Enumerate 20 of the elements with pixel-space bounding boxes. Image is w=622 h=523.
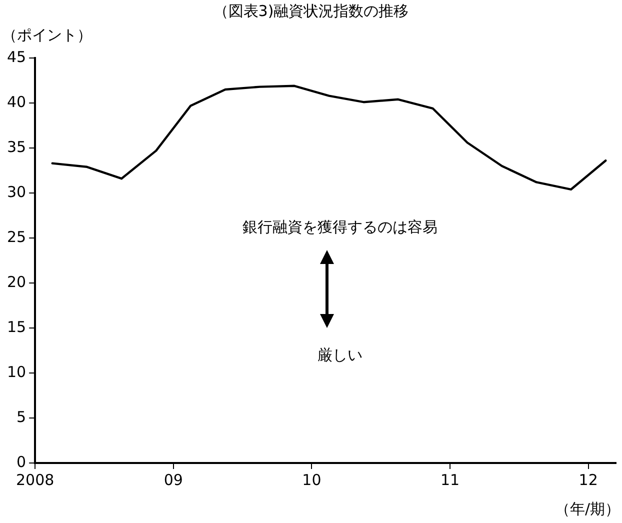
y-tick-label: 10 (6, 362, 26, 381)
x-tick-label: 2008 (16, 470, 54, 489)
y-tick-label: 45 (6, 48, 26, 66)
y-tick-label: 20 (6, 272, 26, 291)
x-tick-label: 12 (578, 470, 598, 489)
y-tick-label: 25 (6, 228, 26, 246)
y-tick-label: 40 (6, 92, 26, 111)
y-tick-label: 15 (6, 318, 26, 336)
chart-title: （図表3)融資状況指数の推移 (212, 2, 410, 21)
x-tick-label: 09 (164, 470, 183, 489)
x-tick-label: 10 (302, 470, 322, 489)
annotation: 厳しい (316, 346, 364, 365)
y-tick-label: 35 (6, 138, 26, 156)
y-tick-label: 30 (6, 182, 26, 201)
y-tick-label: 0 (16, 452, 26, 471)
y-axis-title: （ポイント） (2, 26, 92, 45)
y-tick-label: 5 (16, 408, 26, 426)
x-axis-title: （年/期） (554, 500, 620, 519)
annotation: 銀行融資を獲得するのは容易 (242, 218, 438, 237)
x-tick-label: 11 (440, 470, 460, 489)
